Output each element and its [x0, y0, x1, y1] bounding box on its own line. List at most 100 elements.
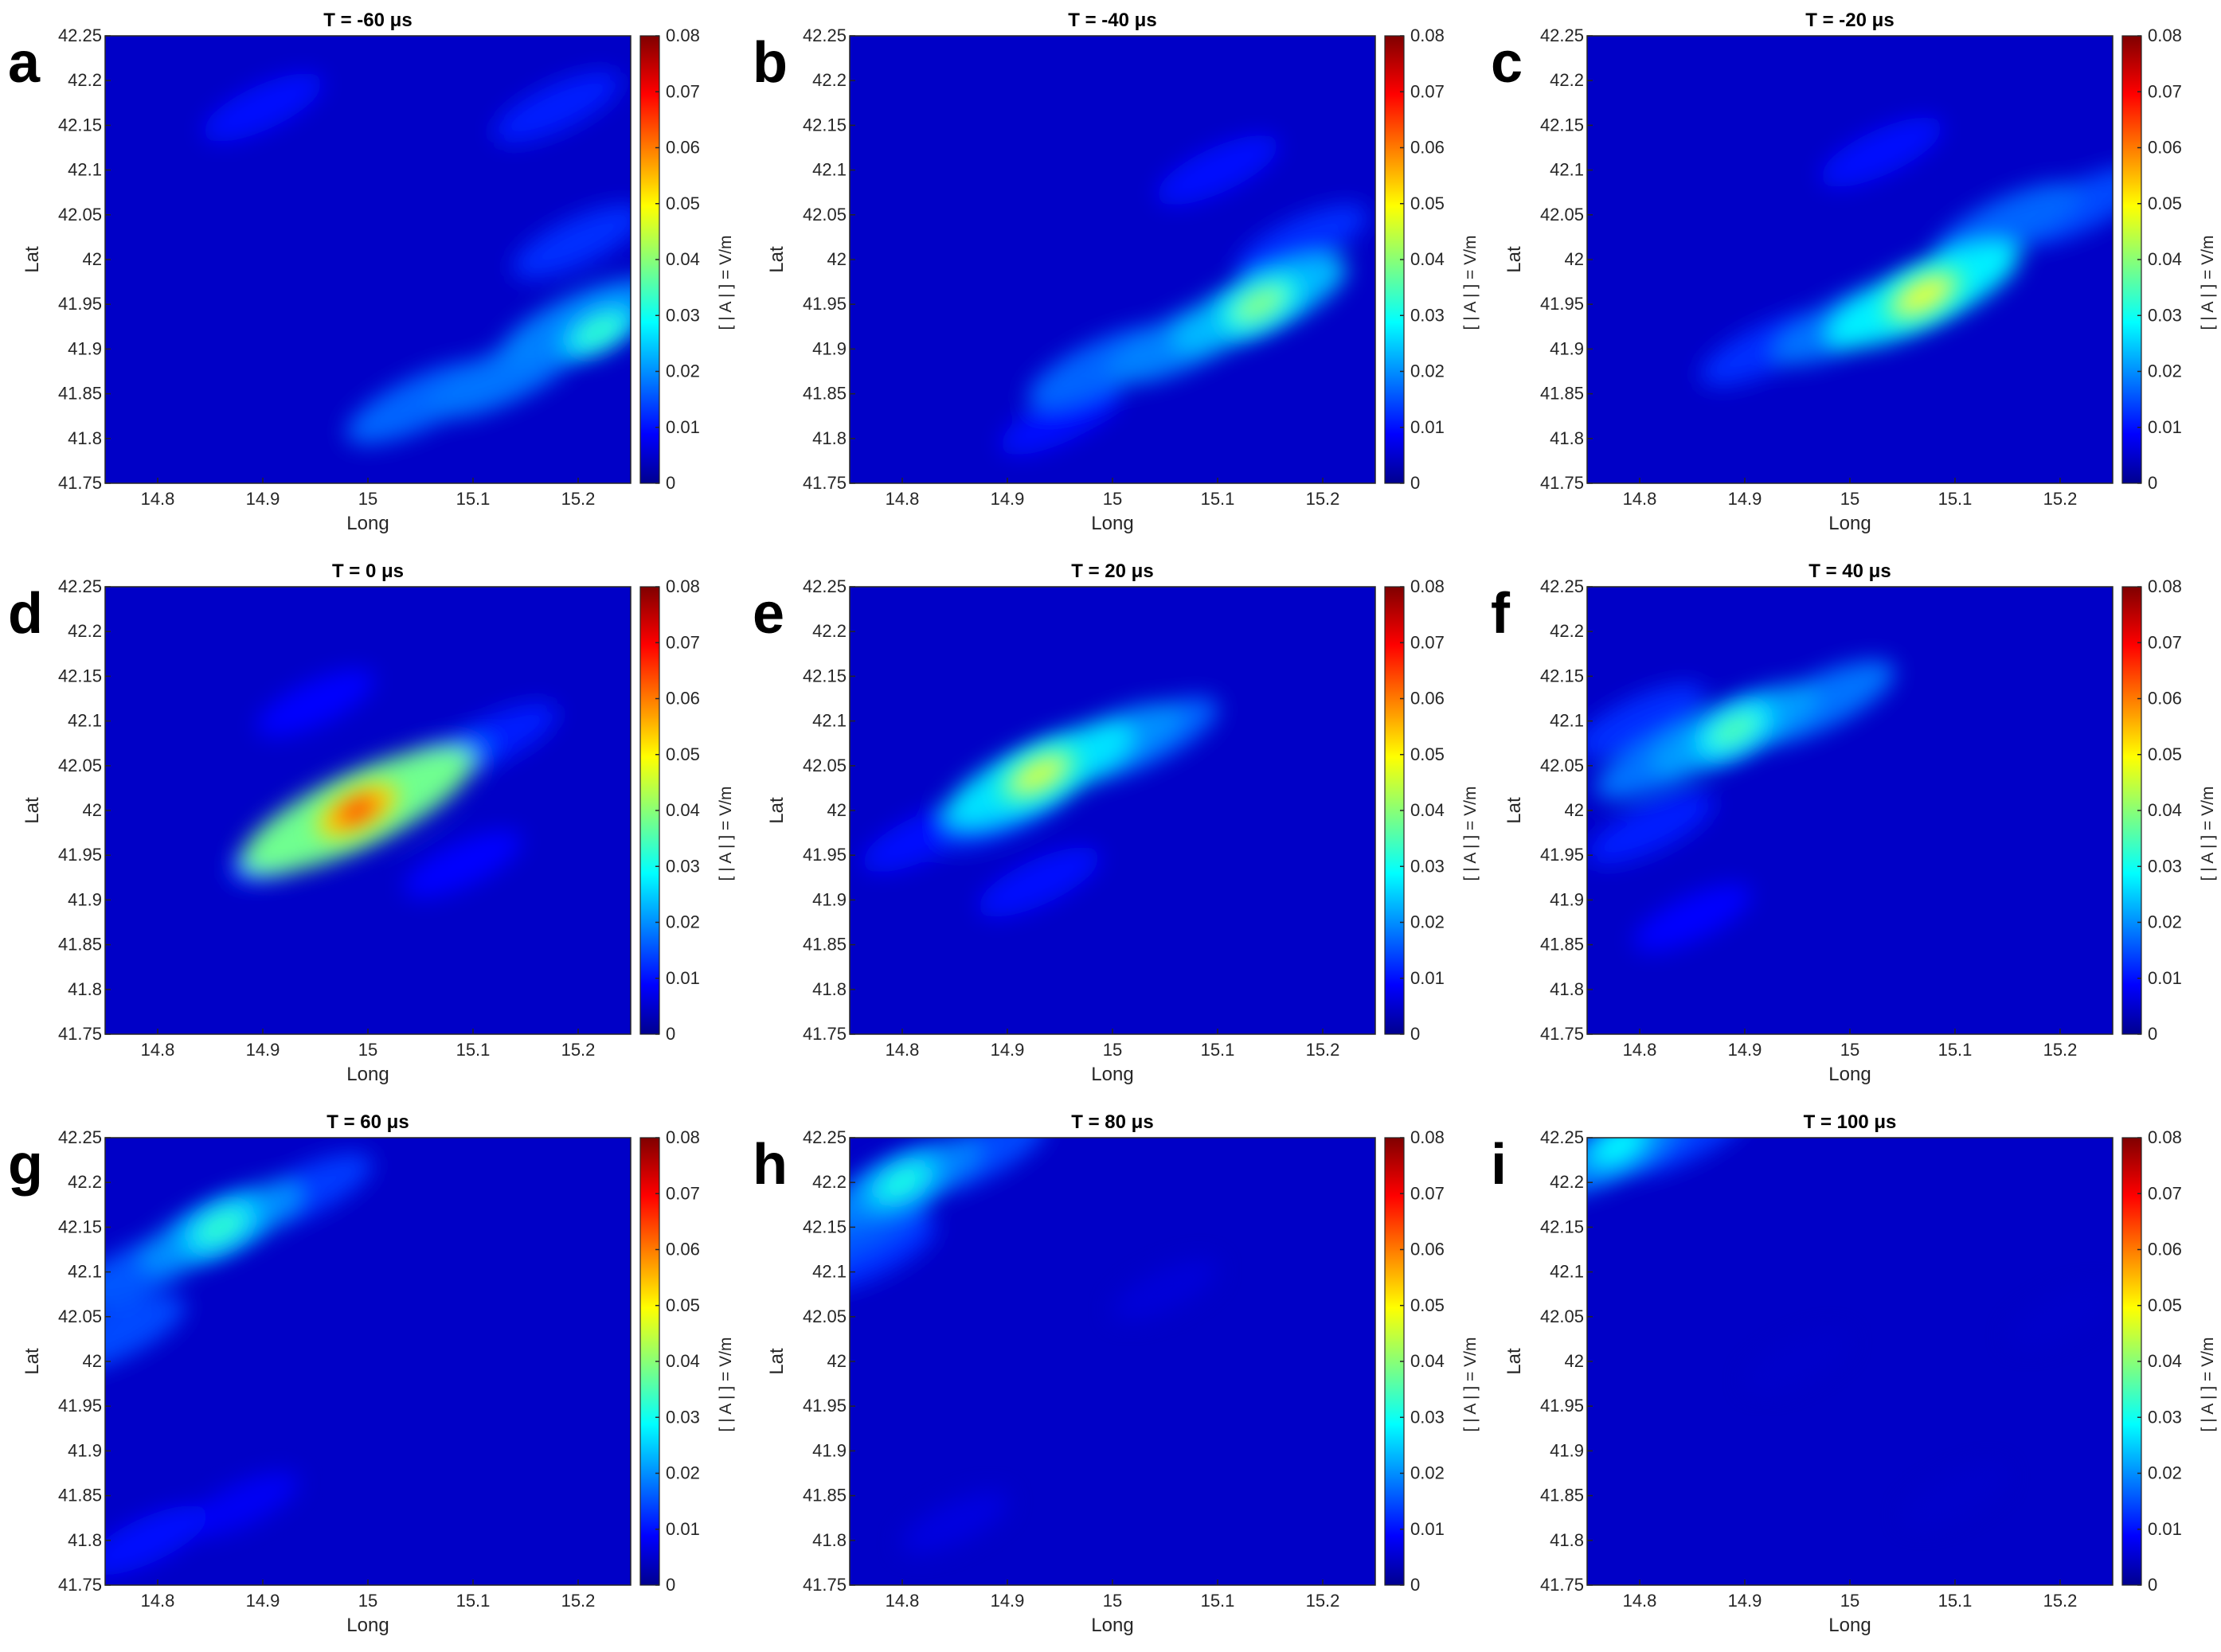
x-tick-label: 15 [1103, 1591, 1122, 1611]
y-tick-label: 41.8 [1550, 428, 1584, 448]
colorbar: 0 0.01 0.02 0.03 0.04 0.05 0.06 0.07 0.08 [ | A |… [639, 25, 735, 493]
y-tick-label: 41.95 [1540, 845, 1584, 865]
colorbar-tick-label: 0.06 [666, 138, 700, 158]
colorbar-tick-label: 0.01 [2148, 417, 2182, 437]
colorbar-label: [ | A | ] = V/m [717, 1338, 735, 1432]
y-tick-label: 41.9 [1550, 1440, 1584, 1460]
y-tick-label: 42.1 [812, 1262, 847, 1282]
colorbar-label: [ | A | ] = V/m [1461, 1338, 1480, 1432]
colorbar-tick-label: 0.08 [1410, 1127, 1445, 1147]
colorbar-tick-label: 0.08 [2148, 25, 2182, 45]
y-tick-label: 42 [1565, 249, 1584, 269]
x-axis-label: Long [1091, 513, 1133, 534]
colorbar-tick-label: 0.02 [1410, 912, 1445, 932]
colorbar-tick-label: 0.02 [1410, 1463, 1445, 1483]
colorbar-tick-label: 0.04 [666, 249, 700, 269]
x-axis-label: Long [1828, 1615, 1871, 1636]
heatmap-background [1587, 36, 2113, 483]
y-axis-label: Lat [766, 246, 788, 273]
y-tick-label: 41.8 [812, 979, 847, 999]
x-tick-label: 15.1 [456, 1591, 491, 1611]
x-axis-label: Long [346, 513, 389, 534]
heat-feature [2009, 1287, 2111, 1346]
y-tick-label: 41.9 [1550, 338, 1584, 358]
y-tick-label: 41.9 [812, 1440, 847, 1460]
x-tick-label: 15.1 [1938, 1591, 1973, 1611]
panel-e: e T = 20 μs 14.8 14.9 15 15.1 15.2 41.75 41.8 41.… [753, 560, 1480, 1085]
y-tick-label: 41.9 [68, 338, 102, 358]
y-tick-label: 41.95 [803, 294, 847, 314]
x-tick-label: 15.1 [1201, 489, 1235, 509]
colorbar-label: [ | A | ] = V/m [717, 236, 735, 330]
y-tick-label: 42.15 [1540, 1217, 1584, 1236]
y-tick-label: 42.25 [803, 25, 847, 45]
colorbar-tick-label: 0.07 [1410, 1183, 1445, 1203]
x-tick-label: 15 [358, 1040, 377, 1060]
y-tick-label: 41.85 [1540, 384, 1584, 404]
y-tick-label: 41.85 [58, 1486, 102, 1506]
y-tick-label: 42.15 [803, 1217, 847, 1236]
x-tick-label: 14.8 [141, 1040, 175, 1060]
panel-a: a T = -60 μs 14.8 14.9 15 15.1 15.2 41.75 41.8 41… [8, 10, 735, 534]
heatmap-field [105, 1138, 631, 1585]
colorbar-tick-label: 0.08 [1410, 576, 1445, 596]
colorbar-label: [ | A | ] = V/m [1461, 787, 1480, 881]
y-tick-label: 42 [83, 800, 102, 820]
colorbar-tick-label: 0.01 [1410, 417, 1445, 437]
panel-b: b T = -40 μs 14.8 14.9 15 15.1 15.2 41.75 41.8 41… [753, 10, 1480, 534]
colorbar-tick-label: 0.07 [2148, 632, 2182, 652]
x-tick-label: 14.9 [1728, 1591, 1762, 1611]
colorbar-tick-label: 0 [666, 473, 675, 493]
y-tick-label: 42.05 [803, 1306, 847, 1326]
y-tick-label: 42.1 [1550, 160, 1584, 180]
y-tick-label: 42.1 [812, 160, 847, 180]
colorbar-tick-label: 0.03 [666, 856, 700, 876]
x-tick-label: 14.9 [991, 489, 1025, 509]
x-axis-label: Long [1091, 1064, 1133, 1085]
colorbar-tick-label: 0.07 [2148, 81, 2182, 101]
colorbar-tick-label: 0.05 [666, 1295, 700, 1315]
y-tick-label: 42 [827, 800, 847, 820]
y-tick-label: 41.75 [58, 1575, 102, 1595]
y-tick-label: 42.25 [58, 576, 102, 596]
y-tick-label: 42.15 [803, 666, 847, 685]
colorbar: 0 0.01 0.02 0.03 0.04 0.05 0.06 0.07 0.08 [ | A |… [1384, 576, 1480, 1044]
colorbar: 0 0.01 0.02 0.03 0.04 0.05 0.06 0.07 0.08 [ | A |… [639, 576, 735, 1044]
colorbar-tick-label: 0.08 [666, 576, 700, 596]
heatmap-field [850, 1138, 1375, 1585]
x-tick-label: 14.8 [1623, 1591, 1657, 1611]
colorbar-tick-label: 0.06 [2148, 138, 2182, 158]
colorbar-tick-label: 0.07 [666, 1183, 700, 1203]
y-tick-label: 41.8 [1550, 979, 1584, 999]
x-tick-label: 14.8 [1623, 1040, 1657, 1060]
x-tick-label: 15.2 [1306, 489, 1340, 509]
colorbar-tick-label: 0.03 [1410, 305, 1445, 325]
colorbar-tick-label: 0 [2148, 473, 2157, 493]
y-tick-label: 41.95 [58, 1396, 102, 1416]
heat-peak [1900, 279, 1947, 312]
heatmap-field [1587, 36, 2113, 483]
colorbar-tick-label: 0 [2148, 1575, 2157, 1595]
y-tick-label: 42 [1565, 1351, 1584, 1371]
y-axis-label: Lat [766, 1348, 788, 1375]
x-tick-label: 15.2 [2043, 489, 2078, 509]
y-axis-label: Lat [22, 797, 43, 824]
heat-feature [1746, 1332, 1848, 1391]
colorbar-tick-label: 0.02 [2148, 912, 2182, 932]
y-tick-label: 41.95 [803, 1396, 847, 1416]
colorbar-tick-label: 0.04 [1410, 1351, 1445, 1371]
colorbar-tick-label: 0.02 [666, 1463, 700, 1483]
panel-title: T = -40 μs [1068, 10, 1156, 31]
colorbar-tick-label: 0.06 [1410, 689, 1445, 709]
x-tick-label: 14.9 [246, 489, 280, 509]
colorbar-tick-label: 0.02 [2148, 1463, 2182, 1483]
heat-feature [1155, 135, 1280, 205]
panel-title: T = -60 μs [323, 10, 412, 31]
panel-title: T = -20 μs [1805, 10, 1894, 31]
colorbar-tick-label: 0.06 [1410, 1240, 1445, 1260]
colorbar-tick-label: 0.04 [666, 800, 700, 820]
heatmap-field [105, 587, 631, 1034]
colorbar-tick-label: 0.04 [2148, 249, 2182, 269]
heat-peak [197, 1210, 244, 1244]
